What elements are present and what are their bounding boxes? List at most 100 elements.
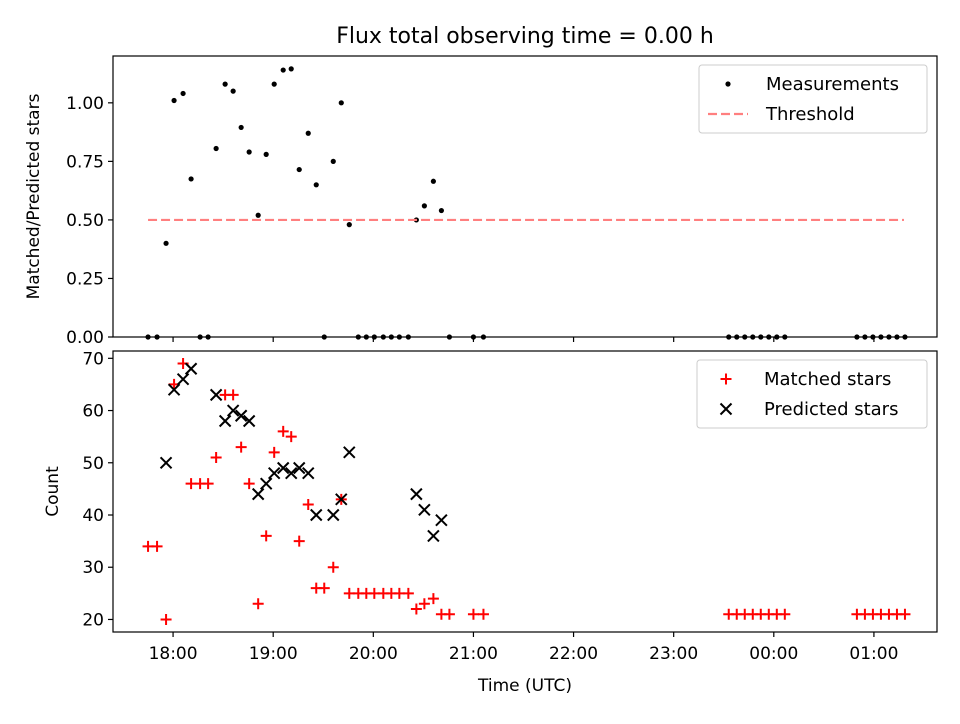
predicted-star-point — [184, 362, 198, 375]
y-tick-label: 20 — [82, 610, 104, 630]
predicted-star-point — [267, 467, 281, 480]
matched-star-point — [151, 540, 163, 552]
predicted-star-point — [159, 456, 173, 469]
y-tick-label: 50 — [82, 454, 104, 474]
predicted-star-point — [218, 414, 232, 428]
measurement-point — [313, 182, 319, 188]
predicted-star-point — [226, 404, 240, 417]
ratio-panel: 0.00 0.25 0.50 0.75 1.00 Matched/Predicted st… — [24, 55, 938, 348]
matched-star-point — [402, 587, 414, 599]
legend-label: Matched stars — [764, 369, 891, 390]
measurement-point — [180, 90, 186, 97]
measurement-point — [438, 207, 444, 214]
measurement-point — [346, 222, 352, 228]
predicted-star-point — [276, 461, 290, 475]
x-tick-label: 01:00 — [849, 644, 898, 664]
matched-star-point — [779, 608, 791, 620]
matched-star-point — [318, 582, 330, 594]
y-tick-label: 0.00 — [66, 328, 104, 348]
predicted-star-point — [418, 503, 431, 516]
measurement-point — [213, 145, 219, 152]
measurement-point — [430, 178, 436, 184]
x-axis-label: Time (UTC) — [477, 676, 572, 696]
predicted-star-point — [242, 414, 256, 428]
measurement-point — [246, 149, 252, 155]
y-tick-label: 30 — [82, 558, 104, 578]
matched-star-point — [327, 561, 339, 573]
x-tick-label: 22:00 — [549, 644, 598, 664]
measurement-point — [188, 176, 194, 182]
legend-matched-swatch — [720, 373, 732, 385]
y-tick-label: 0.75 — [66, 152, 104, 172]
measurement-point — [338, 100, 344, 106]
figure-title: Flux total observing time = 0.00 h — [336, 24, 714, 49]
predicted-star-point — [302, 467, 315, 480]
predicted-star-point — [335, 493, 348, 506]
measurement-point — [421, 203, 427, 209]
predicted-star-point — [435, 514, 448, 527]
predicted-star-point — [285, 467, 298, 480]
measurement-point — [163, 240, 169, 246]
legend-label: Threshold — [765, 104, 855, 125]
matched-star-point — [260, 530, 272, 542]
matched-star-point — [160, 613, 172, 625]
measurement-point — [280, 67, 286, 73]
matched-star-point — [243, 478, 255, 490]
matched-star-point — [210, 452, 222, 464]
predicted-star-point — [343, 446, 356, 459]
x-tick-label: 00:00 — [749, 644, 798, 664]
measurement-point — [305, 130, 311, 136]
y-axis-label: Matched/Predicted stars — [24, 93, 44, 299]
predicted-star-point — [310, 508, 323, 522]
predicted-star-point — [167, 383, 181, 396]
matched-star-point — [252, 598, 264, 610]
predicted-star-point — [234, 409, 248, 422]
measurement-point — [271, 81, 277, 87]
matched-star-point — [235, 441, 247, 453]
matched-star-point — [467, 608, 479, 620]
plot-frame — [112, 350, 938, 633]
legend-label: Measurements — [766, 74, 899, 95]
x-tick-label: 21:00 — [449, 644, 498, 664]
x-tick-label: 18:00 — [149, 644, 198, 664]
y-tick-label: 70 — [82, 349, 104, 369]
matched-star-point — [285, 431, 297, 443]
measurement-point — [171, 97, 177, 104]
matched-star-point — [477, 608, 489, 620]
matched-star-point — [418, 598, 430, 610]
y-tick-label: 40 — [82, 506, 104, 526]
predicted-star-point — [176, 372, 190, 386]
y-tick-label: 60 — [82, 402, 104, 422]
matched-star-point — [227, 389, 239, 401]
legend-measurement-swatch — [725, 81, 731, 87]
legend-label: Predicted stars — [764, 399, 898, 420]
matched-star-point — [899, 608, 911, 620]
matched-star-point — [302, 499, 314, 511]
y-tick-label: 1.00 — [66, 94, 104, 114]
plot-frame — [112, 55, 938, 338]
x-tick-label: 19:00 — [249, 644, 298, 664]
predicted-star-point — [327, 508, 340, 522]
predicted-star-point — [251, 487, 265, 501]
measurement-point — [296, 166, 302, 173]
matched-star-point — [443, 608, 455, 620]
count-panel: 20 30 40 50 60 70 18:00 19:00 20:00 21:00 22:00 23:… — [43, 349, 938, 696]
matched-star-point — [202, 478, 214, 490]
predicted-star-point — [293, 461, 306, 475]
y-tick-label: 0.50 — [66, 211, 104, 231]
predicted-star-point — [410, 487, 423, 501]
predicted-star-point — [209, 388, 223, 402]
y-tick-label: 0.25 — [66, 269, 104, 289]
matched-star-point — [277, 425, 289, 437]
measurement-point — [222, 81, 228, 87]
measurement-point — [330, 158, 336, 164]
measurement-point — [238, 124, 244, 131]
predicted-star-point — [427, 529, 440, 543]
y-axis-label: Count — [43, 466, 63, 517]
predicted-star-point — [259, 477, 273, 490]
legend-box — [696, 359, 928, 429]
legend-box — [698, 64, 928, 134]
x-tick-label: 20:00 — [349, 644, 398, 664]
measurement-point — [255, 212, 261, 218]
